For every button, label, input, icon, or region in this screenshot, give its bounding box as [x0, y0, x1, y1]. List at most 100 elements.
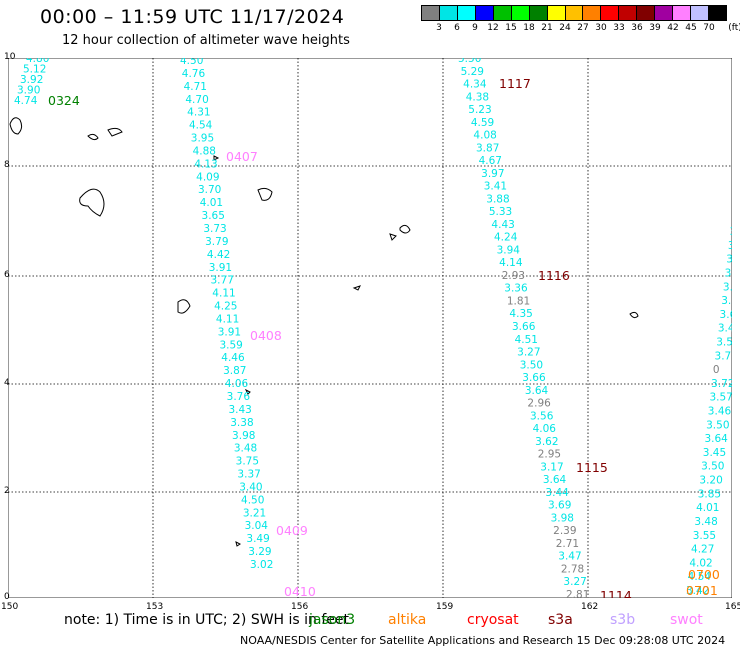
- swh-value: 3.17: [540, 461, 563, 473]
- island: [257, 187, 273, 201]
- swh-value: 3.62: [535, 436, 558, 448]
- swh-value: 4.35: [509, 308, 532, 320]
- swh-value: 3.64: [543, 474, 567, 486]
- pass-time-label: 0410: [284, 584, 316, 598]
- swh-value: 3.37: [237, 469, 260, 481]
- swh-value: 3.20: [699, 475, 722, 487]
- island: [79, 188, 105, 217]
- swh-value: 5.50: [458, 58, 481, 65]
- legend-swatch: [601, 6, 620, 20]
- swh-value: 3.67: [725, 267, 732, 279]
- swh-value: 3.33: [721, 295, 732, 307]
- legend-label: 15: [505, 23, 517, 33]
- satellite-label: altika: [388, 612, 427, 628]
- island: [389, 233, 397, 241]
- island: [87, 133, 99, 141]
- island: [177, 299, 191, 314]
- swh-value: 3.98: [551, 512, 574, 524]
- swh-value: 3.87: [476, 142, 499, 154]
- swh-value: 3.3: [731, 212, 732, 224]
- y-tick-label: 0: [4, 592, 10, 602]
- swh-value: 3.29: [248, 546, 271, 558]
- swh-value: 2.93: [502, 270, 525, 282]
- swh-value: 3.51: [728, 240, 732, 252]
- legend-swatch: [655, 6, 674, 20]
- credit-line: NOAA/NESDIS Center for Satellite Applica…: [240, 634, 726, 647]
- swh-value: 3.50: [716, 336, 732, 348]
- swh-value: 4.46: [221, 352, 245, 364]
- swh-value: 3.02: [250, 559, 273, 571]
- island: [107, 127, 123, 137]
- swh-value: 3.97: [481, 168, 504, 180]
- swh-value: 4.50: [241, 494, 264, 506]
- swh-value: 4.71: [184, 81, 207, 93]
- swh-value: 3.49: [718, 323, 732, 335]
- swh-value: 2.95: [538, 449, 561, 461]
- swh-value: 4.06: [533, 423, 557, 435]
- swh-value: 3.73: [715, 350, 732, 362]
- swh-value: 3.50: [701, 461, 724, 473]
- swh-value: 2.71: [556, 538, 579, 550]
- swh-value: 3.65: [202, 210, 225, 222]
- x-tick-label: 150: [1, 602, 19, 612]
- legend-label: 42: [667, 23, 679, 33]
- swh-value: 4.31: [187, 107, 210, 119]
- legend-swatch: [565, 6, 584, 20]
- swh-value: 4.01: [696, 502, 719, 514]
- y-tick-label: 10: [4, 52, 16, 62]
- swh-value: 4.42: [207, 249, 230, 261]
- swh-value: 3.57: [709, 392, 732, 404]
- island: [235, 541, 241, 547]
- x-tick-label: 156: [291, 602, 309, 612]
- island: [629, 311, 639, 319]
- swh-value: 3.64: [704, 433, 728, 445]
- footnote: note: 1) Time is in UTC; 2) SWH is in fe…: [64, 612, 350, 628]
- x-tick-label: 153: [146, 602, 164, 612]
- swh-value: 3.67: [730, 226, 732, 238]
- swh-value: 3.76: [227, 391, 251, 403]
- swh-value: 3.98: [232, 430, 255, 442]
- legend-label: 9: [472, 23, 478, 33]
- swh-value: 3.21: [243, 507, 266, 519]
- pass-time-label: 0409: [276, 523, 308, 538]
- legend-swatch: [583, 6, 602, 20]
- map-title: 00:00 – 11:59 UTC 11/17/2024: [40, 6, 345, 28]
- swh-value: 4.06: [225, 378, 249, 390]
- swh-value: 4.24: [494, 232, 518, 244]
- swh-value: 3.88: [486, 193, 509, 205]
- swh-value: 3.40: [239, 481, 262, 493]
- legend-label: 36: [631, 23, 643, 33]
- swh-value: 3.04: [245, 520, 269, 532]
- pass-time-label: 1117: [499, 76, 531, 91]
- legend-label: 27: [577, 23, 589, 33]
- satellite-label: s3b: [610, 612, 636, 628]
- legend-label: 3: [436, 23, 442, 33]
- swh-value: 4.59: [471, 117, 494, 129]
- swh-value: 3.55: [693, 530, 716, 542]
- swh-value: 4.25: [214, 301, 237, 313]
- swh-value: 5.23: [468, 104, 491, 116]
- swh-value: 3.94: [497, 244, 521, 256]
- legend-swatches: [421, 5, 727, 21]
- y-tick-label: 2: [4, 486, 10, 496]
- swh-value: 4.76: [182, 68, 206, 80]
- pass-time-label: 0324: [48, 93, 80, 108]
- swh-value: 5.29: [461, 66, 484, 78]
- pass-time-label: 1115: [576, 460, 608, 475]
- island: [352, 285, 361, 291]
- swh-value: 3.73: [203, 223, 226, 235]
- swh-value: 3.75: [236, 456, 259, 468]
- swh-value: 2.96: [527, 398, 551, 410]
- swh-value: 3.66: [512, 321, 536, 333]
- legend-swatch: [547, 6, 566, 20]
- legend-label: 21: [541, 23, 553, 33]
- island-outlines: [9, 117, 639, 547]
- swh-value: 4.67: [479, 155, 502, 167]
- legend-label: 6: [454, 23, 460, 33]
- legend-unit: (ft): [728, 23, 740, 33]
- satellite-label: cryosat: [467, 612, 519, 628]
- wave-height-map: 4.805.123.923.904.744.504.764.714.704.31…: [8, 58, 732, 598]
- legend-label: 12: [487, 23, 499, 33]
- legend-label: 45: [685, 23, 697, 33]
